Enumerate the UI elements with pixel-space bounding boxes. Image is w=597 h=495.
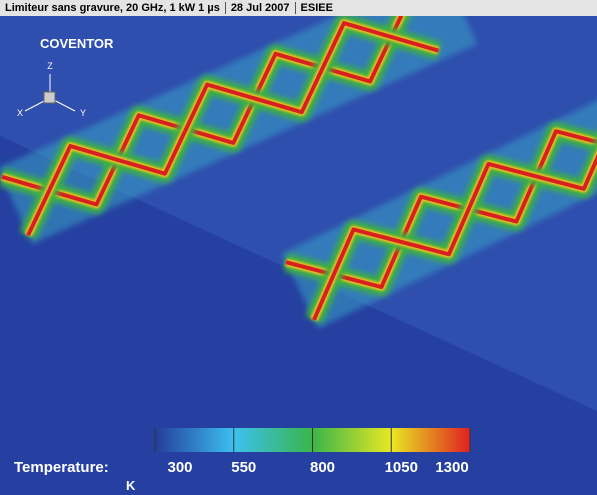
- header-org: ESIEE: [294, 2, 338, 14]
- axis-x: X: [17, 108, 23, 118]
- colorbar-tick-label: 1300: [435, 459, 468, 476]
- strip-rail-core: [1, 16, 404, 207]
- substrate-edge: [0, 136, 597, 495]
- colorbar-label: Temperature:: [14, 459, 109, 476]
- axes-triad: Z X Y: [17, 61, 86, 118]
- brand: COVENTOR: [40, 36, 114, 51]
- header: Limiteur sans gravure, 20 GHz, 1 kW 1 µs…: [0, 0, 597, 16]
- colorbar-tick-label: 550: [231, 459, 256, 476]
- colorbar-tick-label: 1050: [385, 459, 418, 476]
- strip-rail-core: [312, 153, 597, 321]
- header-date: 28 Jul 2007: [224, 2, 295, 14]
- heat-strips: [0, 16, 597, 329]
- axis-y: Y: [80, 108, 86, 118]
- render-view: COVENTOR Z X Y Temperature: K 300 550 800 1…: [0, 16, 597, 495]
- axis-z: Z: [47, 61, 53, 71]
- strip-glow: [281, 100, 597, 329]
- colorbar-unit: K: [126, 478, 136, 493]
- colorbar-tick-label: 300: [167, 459, 192, 476]
- header-title: Limiteur sans gravure, 20 GHz, 1 kW 1 µs: [5, 2, 220, 14]
- strip-rail-core: [26, 21, 440, 237]
- colorbar-tick-label: 800: [310, 459, 335, 476]
